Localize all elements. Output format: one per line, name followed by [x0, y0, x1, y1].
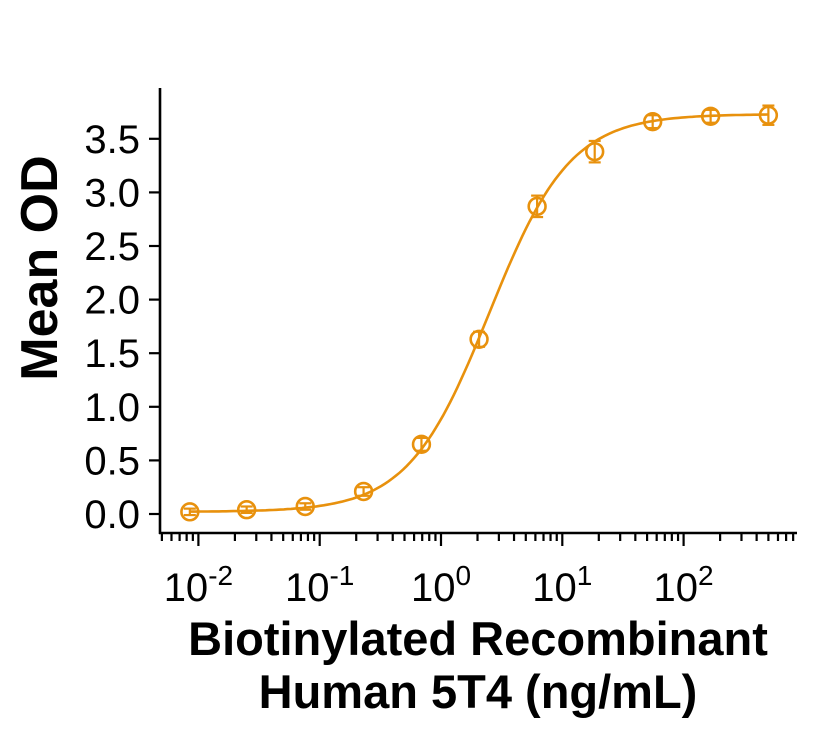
y-tick-label: 0.0: [84, 493, 140, 537]
y-tick-label: 2.5: [84, 225, 140, 269]
y-axis-title: Mean OD: [11, 155, 69, 381]
data-point-marker: [411, 434, 432, 455]
data-point-marker: [295, 496, 315, 517]
y-tick-label: 1.0: [84, 386, 140, 430]
error-bar: [240, 505, 253, 515]
series-biotinylated-recombinant-human-5t4: [180, 104, 779, 522]
error-bar: [299, 502, 312, 511]
fit-curve: [189, 113, 769, 513]
y-tick-label: 2.0: [84, 279, 140, 323]
data-point-marker: [469, 329, 489, 349]
error-bar: [183, 507, 196, 517]
error-bar: [473, 330, 486, 348]
data-point-marker: [180, 502, 200, 522]
error-bar: [357, 486, 370, 497]
y-axis-ticks: 0.0 0.5 1.0 1.5 2.0 2.5 3.0 3.5: [84, 118, 160, 537]
data-point-marker: [527, 196, 547, 217]
data-point-marker: [758, 105, 779, 125]
data-point-marker: [700, 106, 721, 126]
x-tick-label: 102: [654, 560, 714, 610]
data-point-marker: [236, 500, 257, 520]
y-tick-label: 0.5: [84, 439, 140, 483]
x-tick-label: 10-2: [164, 560, 233, 610]
data-point-marker: [642, 111, 663, 132]
y-tick-label: 1.5: [84, 332, 140, 376]
x-tick-label: 100: [411, 560, 471, 610]
x-tick-label: 10-1: [285, 560, 354, 610]
y-tick-label: 3.0: [84, 171, 140, 215]
data-point-marker: [585, 141, 605, 162]
x-axis-title-line1: Biotinylated Recombinant: [188, 612, 768, 665]
data-point-marker: [353, 481, 374, 502]
x-axis-title: Biotinylated Recombinant Human 5T4 (ng/m…: [130, 612, 826, 718]
y-tick-label: 3.5: [84, 118, 140, 162]
x-axis-ticks: [160, 533, 795, 546]
x-axis-title-line2: Human 5T4 (ng/mL): [258, 665, 698, 718]
x-tick-label: 101: [532, 560, 592, 610]
x-axis-labels: 10-2 10-1 100 101 102: [164, 560, 714, 610]
